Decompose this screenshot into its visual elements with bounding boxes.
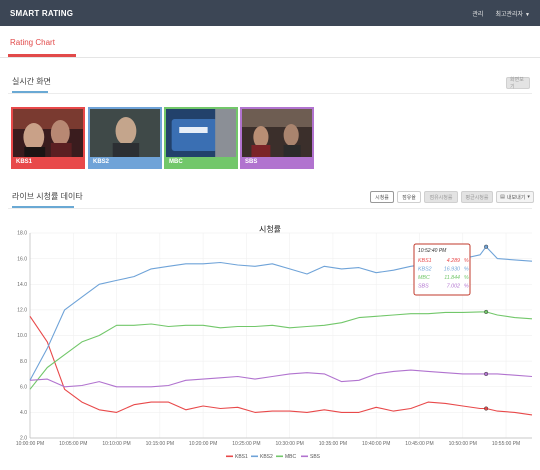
view-screen-button[interactable]: 화면보기 bbox=[506, 77, 530, 90]
hover-point-sbs bbox=[484, 371, 489, 376]
x-tick-label: 10:05:00 PM bbox=[59, 441, 87, 447]
channel-label-sbs: SBS bbox=[242, 157, 312, 167]
x-tick-label: 10:50:00 PM bbox=[449, 441, 477, 447]
x-tick-label: 10:00:00 PM bbox=[16, 441, 44, 447]
tooltip-value: 7.002 bbox=[447, 284, 460, 290]
x-tick-label: 10:10:00 PM bbox=[102, 441, 130, 447]
x-tick-label: 10:25:00 PM bbox=[232, 441, 260, 447]
chart-title: 시청률 bbox=[258, 225, 282, 234]
tooltip-value: 4.289 bbox=[447, 258, 460, 264]
tooltip-unit: % bbox=[464, 267, 469, 273]
x-tick-label: 10:15:00 PM bbox=[146, 441, 174, 447]
user-menu-label: 최고관리자 bbox=[495, 11, 524, 18]
btn-share[interactable]: 점유율 bbox=[397, 191, 421, 203]
y-tick-label: 2.0 bbox=[20, 436, 27, 442]
channel-label-kbs2: KBS2 bbox=[90, 157, 160, 167]
export-icon: ▤ bbox=[500, 194, 505, 200]
tooltip-unit: % bbox=[464, 275, 469, 281]
y-tick-label: 14.0 bbox=[17, 282, 27, 288]
tooltip-box bbox=[413, 243, 471, 296]
channel-label-kbs1: KBS1 bbox=[13, 157, 83, 167]
x-tick-label: 10:35:00 PM bbox=[319, 441, 347, 447]
y-tick-label: 8.0 bbox=[20, 359, 27, 365]
x-tick-label: 10:30:00 PM bbox=[275, 441, 303, 447]
live-section-title: 실시간 화면 bbox=[12, 77, 52, 86]
legend-label-mbc: MBC bbox=[285, 454, 297, 460]
sbs-video-frame bbox=[242, 109, 312, 159]
btn-avg-rating[interactable]: 평균시청률 bbox=[461, 191, 493, 203]
x-tick-label: 10:40:00 PM bbox=[362, 441, 390, 447]
legend-label-kbs2: KBS2 bbox=[260, 454, 273, 460]
divider bbox=[8, 93, 532, 94]
x-tick-label: 10:45:00 PM bbox=[405, 441, 433, 447]
y-tick-label: 10.0 bbox=[17, 333, 27, 339]
series-line-mbc bbox=[29, 311, 533, 390]
legend-label-sbs: SBS bbox=[310, 454, 321, 460]
channel-label-mbc: MBC bbox=[166, 157, 236, 167]
btn-share-rating[interactable]: 점유시청률 bbox=[424, 191, 458, 203]
tooltip-value: 16.930 bbox=[444, 267, 460, 273]
tooltip-value: 11.844 bbox=[444, 275, 460, 281]
divider bbox=[8, 208, 532, 209]
series-line-sbs bbox=[29, 369, 533, 388]
y-tick-label: 6.0 bbox=[20, 384, 27, 390]
y-tick-label: 18.0 bbox=[17, 231, 27, 237]
mbc-video-frame bbox=[166, 109, 236, 159]
y-tick-label: 16.0 bbox=[17, 256, 27, 262]
tooltip-time: 10:52:40 PM bbox=[418, 248, 447, 254]
y-tick-label: 4.0 bbox=[20, 410, 27, 416]
btn-rating[interactable]: 시청률 bbox=[370, 191, 394, 203]
x-tick-label: 10:55:00 PM bbox=[492, 441, 520, 447]
brand-logo[interactable]: SMART RATING bbox=[10, 8, 74, 18]
export-label: 내보내기 bbox=[506, 194, 526, 201]
tooltip-channel: SBS bbox=[418, 284, 429, 290]
tooltip-unit: % bbox=[464, 258, 469, 264]
tooltip-channel: KBS1 bbox=[418, 258, 432, 264]
tooltip-channel: MBC bbox=[418, 275, 430, 281]
chevron-down-icon: ▾ bbox=[527, 194, 530, 200]
hover-point-kbs2 bbox=[484, 244, 489, 249]
channel-thumb-kbs1[interactable]: KBS1 bbox=[11, 107, 85, 169]
top-nav: 관리 최고관리자 ▼ bbox=[472, 9, 530, 18]
hover-point-kbs1 bbox=[484, 406, 489, 411]
chevron-down-icon: ▼ bbox=[525, 11, 530, 18]
top-navbar: SMART RATING 관리 최고관리자 ▼ bbox=[0, 0, 540, 26]
kbs2-video-frame bbox=[90, 109, 160, 159]
export-dropdown[interactable]: ▤ 내보내기 ▾ bbox=[496, 191, 534, 203]
live-section-underline bbox=[12, 91, 48, 93]
x-tick-label: 10:20:00 PM bbox=[189, 441, 217, 447]
kbs1-video-frame bbox=[13, 109, 83, 159]
tab-rating-chart[interactable]: Rating Chart bbox=[10, 38, 55, 47]
nav-manage-link[interactable]: 관리 bbox=[472, 11, 484, 18]
tooltip-unit: % bbox=[464, 284, 469, 290]
channel-thumb-mbc[interactable]: MBC bbox=[164, 107, 238, 169]
channel-thumb-sbs[interactable]: SBS bbox=[240, 107, 314, 169]
hover-point-mbc bbox=[484, 309, 489, 314]
tooltip-channel: KBS2 bbox=[418, 267, 432, 273]
channel-thumb-kbs2[interactable]: KBS2 bbox=[88, 107, 162, 169]
series-line-kbs1 bbox=[29, 315, 533, 416]
tab-active-indicator bbox=[8, 54, 76, 57]
y-tick-label: 12.0 bbox=[17, 308, 27, 314]
user-menu[interactable]: 최고관리자 ▼ bbox=[495, 9, 530, 18]
tab-bar: Rating Chart bbox=[0, 26, 540, 58]
legend-label-kbs1: KBS1 bbox=[235, 454, 248, 460]
rating-section-title: 라이브 시청률 데이타 bbox=[12, 192, 83, 201]
rating-section-underline bbox=[12, 206, 74, 208]
